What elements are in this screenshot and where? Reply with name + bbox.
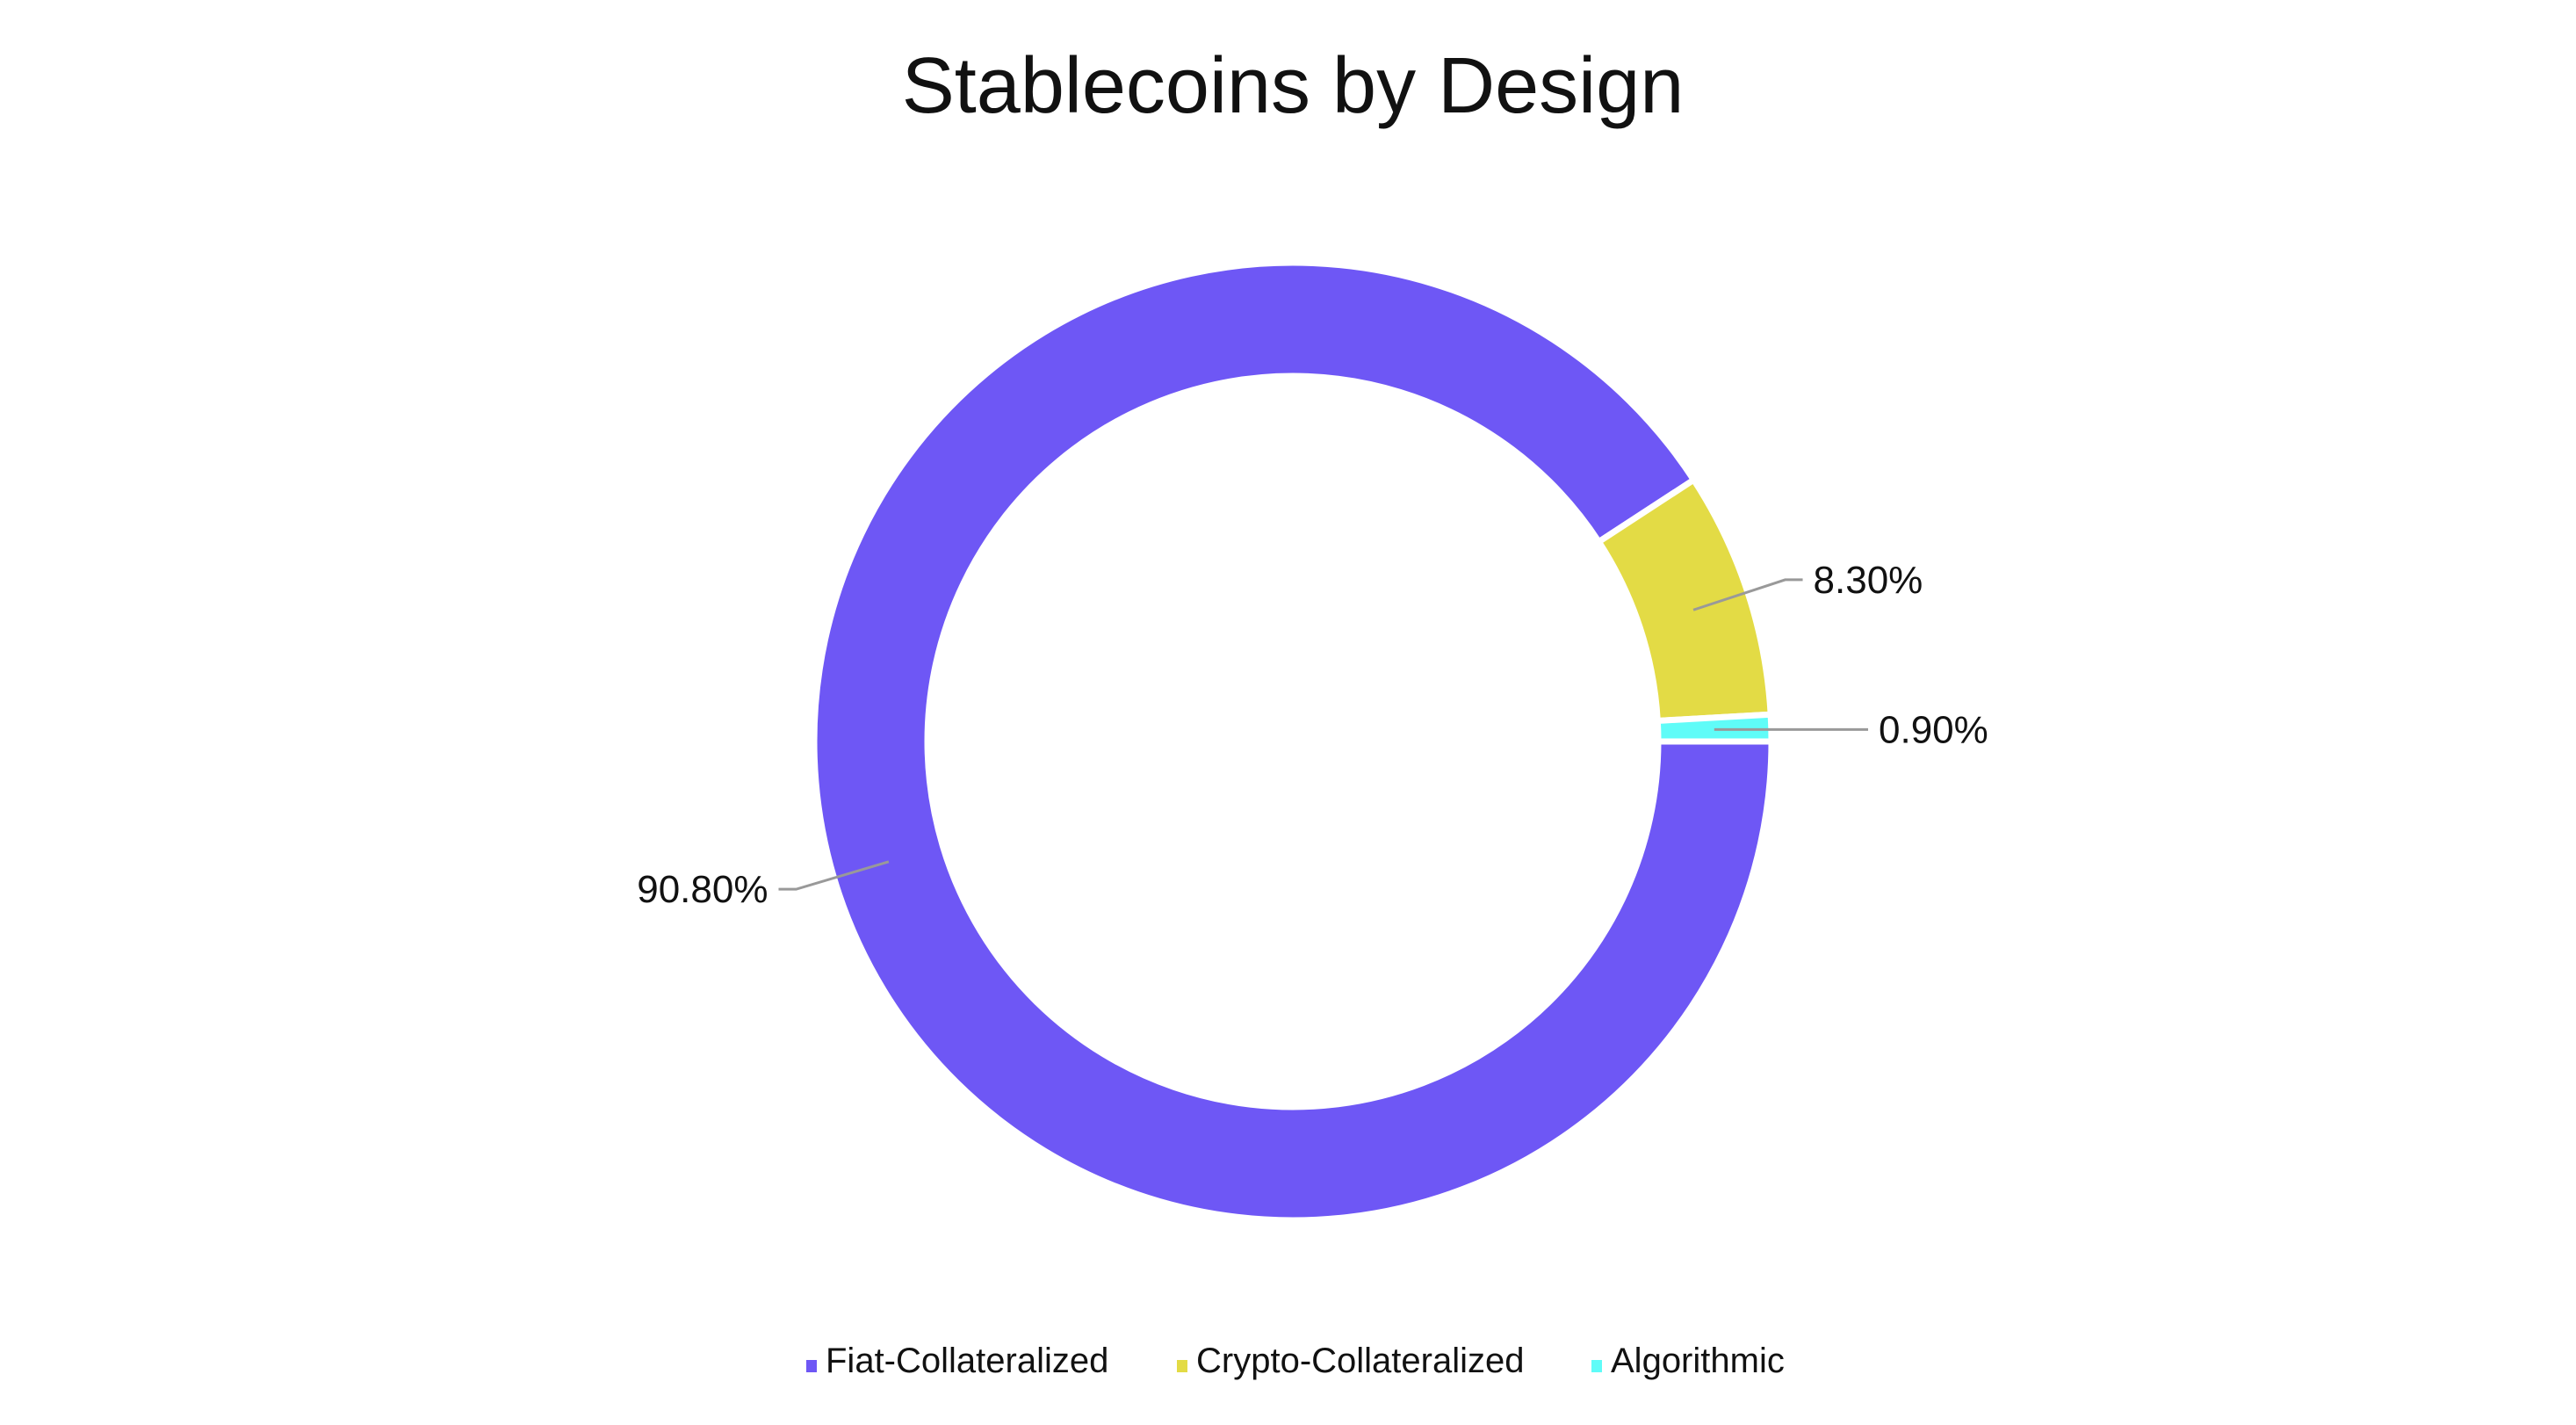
- data-label: 8.30%: [1814, 559, 1923, 602]
- leader-line: [1692, 578, 1803, 611]
- legend-item[interactable]: Fiat-Collateralized: [806, 1342, 1108, 1380]
- chart-title: Stablecoins by Design: [902, 42, 1685, 130]
- legend-item[interactable]: Crypto-Collateralized: [1177, 1342, 1524, 1380]
- legend-swatch: [806, 1360, 817, 1372]
- slice-fiat-collateralized[interactable]: [811, 259, 1775, 1224]
- legend-swatch: [1177, 1360, 1187, 1372]
- legend-label: Crypto-Collateralized: [1196, 1342, 1524, 1380]
- data-label: 90.80%: [637, 868, 768, 911]
- legend: Fiat-Collateralized Crypto-Collateralized…: [806, 1342, 1785, 1380]
- legend-label: Algorithmic: [1611, 1342, 1785, 1380]
- data-label: 0.90%: [1879, 708, 1988, 751]
- legend-item[interactable]: Algorithmic: [1591, 1342, 1785, 1380]
- legend-label: Fiat-Collateralized: [826, 1342, 1108, 1380]
- slice-algorithmic[interactable]: [1654, 711, 1775, 745]
- leader-line: [778, 860, 890, 891]
- legend-swatch: [1591, 1360, 1602, 1372]
